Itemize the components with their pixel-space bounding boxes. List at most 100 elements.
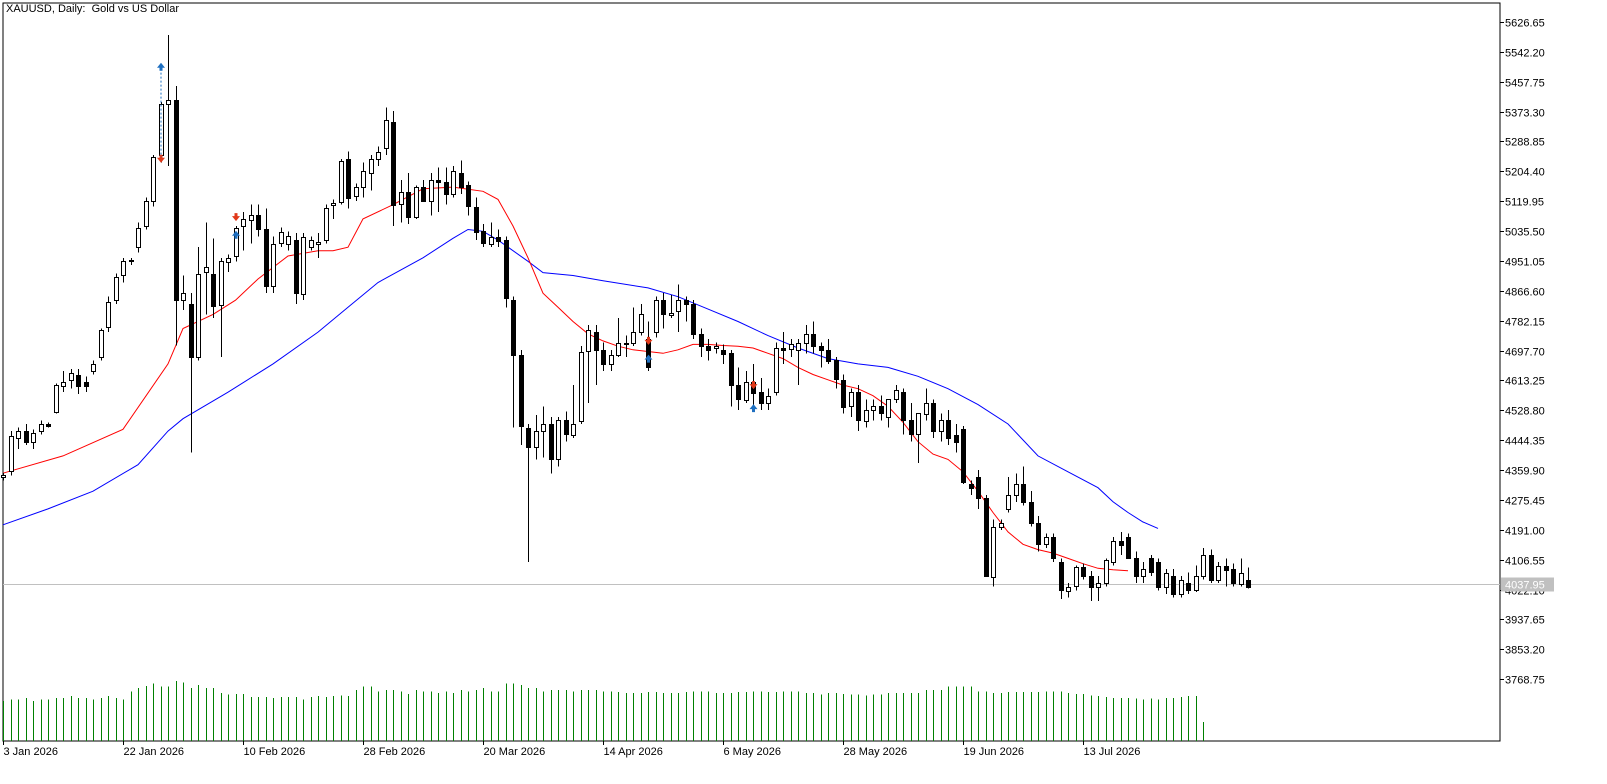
candle — [706, 339, 711, 361]
candle-body — [901, 392, 906, 421]
candle — [856, 385, 861, 432]
candle-body — [249, 215, 254, 221]
candle — [84, 376, 89, 393]
candle-body — [654, 300, 659, 333]
candle-body — [1239, 573, 1244, 585]
candle — [144, 197, 149, 230]
candle-body — [1186, 583, 1191, 591]
candle — [1, 472, 6, 481]
candle — [76, 369, 81, 394]
candle-body — [609, 355, 614, 365]
candle-body — [121, 261, 126, 276]
candle-body — [556, 420, 561, 460]
candle-body — [1074, 567, 1079, 587]
candle — [129, 257, 134, 265]
candle-body — [1, 475, 6, 478]
y-axis-tick-label: 5542.20 — [1505, 48, 1545, 60]
candle-body — [1164, 573, 1169, 588]
buy-arrow-icon — [749, 404, 758, 413]
y-axis-tick-label: 4866.60 — [1505, 287, 1545, 299]
plot-frame — [2, 2, 1501, 742]
candle-body — [766, 396, 771, 404]
candle — [1231, 563, 1236, 587]
candle — [361, 162, 366, 198]
candle-body — [1179, 580, 1184, 595]
candle — [1201, 547, 1206, 580]
ma-slow-line — [2, 228, 1159, 529]
candle — [226, 254, 231, 272]
candle — [871, 399, 876, 421]
candle — [474, 197, 479, 241]
candle — [204, 222, 209, 315]
x-axis-tick-label: 20 Mar 2026 — [484, 746, 546, 758]
candle-body — [894, 390, 899, 400]
candle — [354, 183, 359, 202]
candle-body — [864, 410, 869, 422]
candle-body — [954, 435, 959, 443]
candle-body — [354, 187, 359, 197]
candle — [309, 236, 314, 251]
candle-body — [1104, 560, 1109, 584]
candle-body — [1171, 576, 1176, 595]
candle — [1194, 565, 1199, 593]
candle-body — [406, 192, 411, 218]
candle — [639, 303, 644, 336]
x-axis-tick-label: 28 Feb 2026 — [364, 746, 426, 758]
candle — [376, 146, 381, 166]
candle-body — [511, 300, 516, 356]
candle — [279, 227, 284, 248]
candle-body — [129, 260, 134, 262]
chart-title: XAUUSD, Daily: Gold vs US Dollar — [6, 3, 179, 15]
candle — [504, 236, 509, 308]
candle — [61, 370, 66, 393]
candle — [826, 339, 831, 364]
candle — [219, 257, 224, 357]
candle — [684, 296, 689, 322]
candle-body — [1231, 569, 1236, 584]
sell-arrow-icon — [644, 336, 653, 345]
candle — [106, 296, 111, 333]
x-axis-tick-label: 6 May 2026 — [724, 746, 781, 758]
candle — [1074, 565, 1079, 591]
x-axis-tick-label: 19 Jun 2026 — [964, 746, 1025, 758]
candle — [534, 415, 539, 460]
current-price-badge — [1501, 577, 1554, 592]
candle — [766, 388, 771, 410]
y-axis-tick-label: 4275.45 — [1505, 496, 1545, 508]
candle — [721, 344, 726, 364]
candle-body — [211, 274, 216, 307]
candle-body — [541, 424, 546, 432]
candle — [1171, 569, 1176, 598]
sell-arrow-icon — [232, 213, 240, 222]
y-axis-tick-label: 4613.25 — [1505, 376, 1545, 388]
y-axis-tick-label: 5204.40 — [1505, 167, 1545, 179]
candle — [1209, 549, 1214, 584]
candle — [819, 342, 824, 368]
candle — [421, 179, 426, 202]
candle — [9, 431, 14, 476]
candle-body — [1126, 537, 1131, 559]
candle — [1006, 477, 1011, 513]
candle-body — [684, 300, 689, 305]
candle-body — [519, 355, 524, 427]
candle — [54, 383, 59, 414]
candle — [256, 204, 261, 237]
candle — [181, 275, 186, 311]
candle — [961, 425, 966, 485]
candle-body — [309, 240, 314, 248]
candle-body — [924, 403, 929, 415]
candle — [1141, 561, 1146, 584]
candle — [699, 328, 704, 357]
candle-body — [46, 424, 51, 427]
candle — [39, 420, 44, 435]
candle — [466, 181, 471, 216]
candle — [1096, 576, 1101, 601]
candle — [1051, 533, 1056, 562]
candle — [1044, 533, 1049, 548]
candle-body — [99, 330, 104, 358]
candle-body — [804, 334, 809, 344]
candle — [564, 411, 569, 442]
candle — [759, 378, 764, 410]
candle — [451, 165, 456, 198]
